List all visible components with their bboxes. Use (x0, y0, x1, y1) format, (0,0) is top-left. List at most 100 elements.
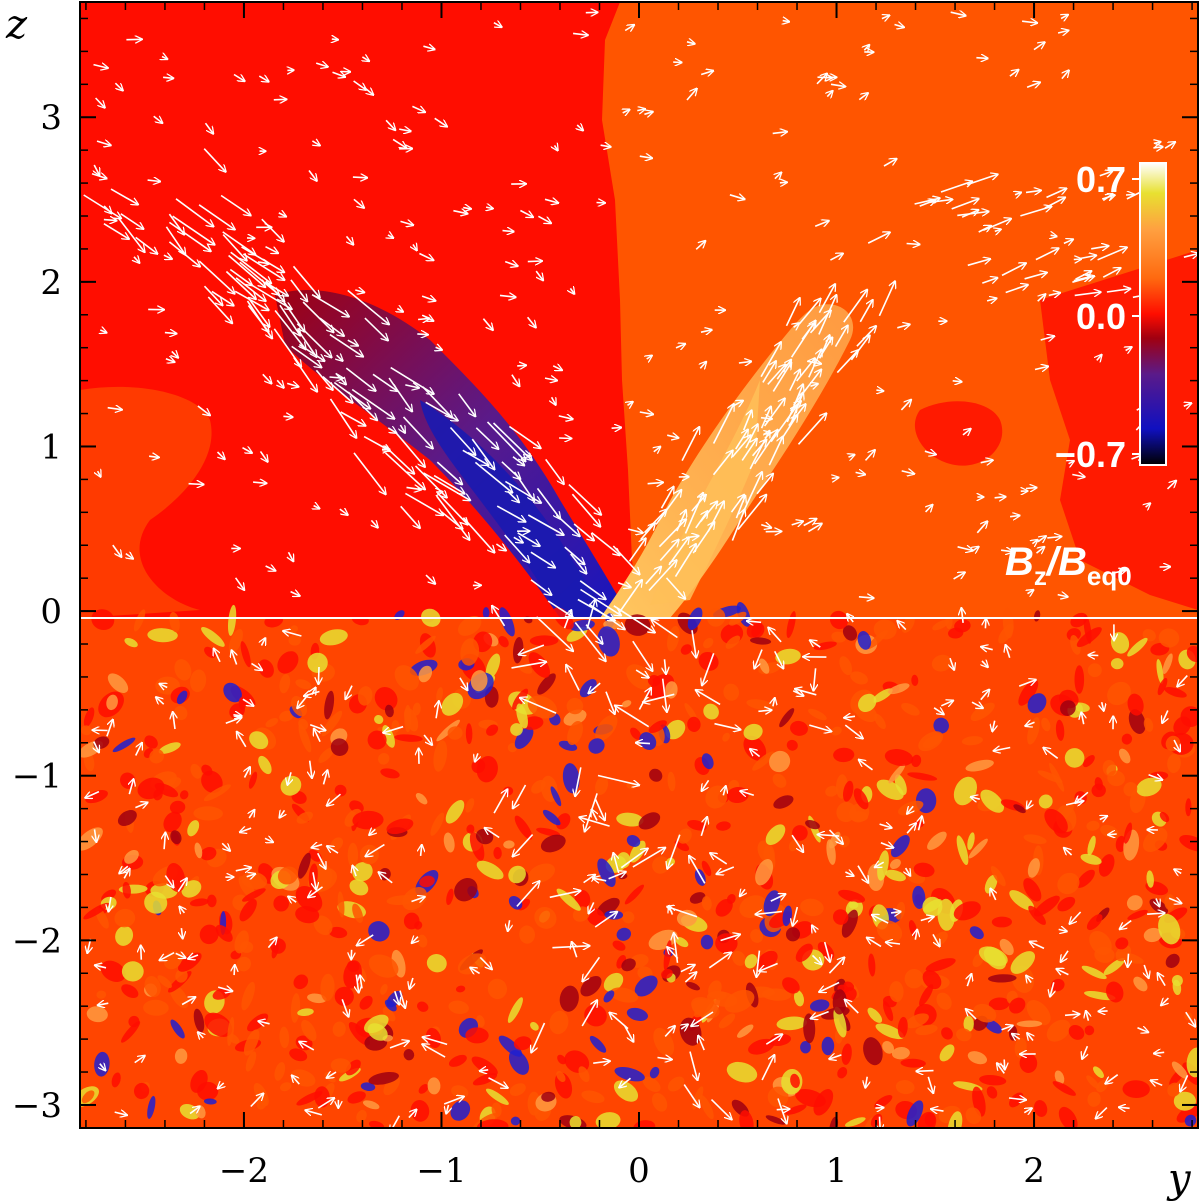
field-patch (736, 1024, 754, 1038)
field-patch (121, 984, 139, 998)
velocity-arrow (453, 211, 467, 214)
velocity-arrow (617, 580, 642, 615)
field-patch (1076, 627, 1102, 648)
field-patch (569, 1116, 582, 1128)
velocity-arrow (608, 872, 626, 880)
velocity-arrow (329, 333, 363, 357)
velocity-arrow (103, 220, 117, 221)
velocity-arrow (1158, 973, 1166, 987)
field-patch (352, 903, 364, 923)
field-patch (904, 969, 924, 989)
field-patch (197, 1081, 219, 1101)
velocity-arrow (619, 1077, 632, 1087)
velocity-arrow (261, 218, 284, 242)
field-patch (844, 1117, 866, 1127)
velocity-arrow (1058, 929, 1067, 931)
field-patch (906, 1100, 924, 1127)
field-patch (133, 1082, 150, 1100)
field-patch (297, 1008, 314, 1017)
velocity-arrow (95, 965, 107, 968)
velocity-arrow (233, 715, 241, 716)
velocity-arrow (392, 138, 406, 148)
velocity-arrow (106, 720, 113, 737)
velocity-arrow (952, 381, 962, 382)
field-patch (117, 809, 137, 827)
field-patch (201, 626, 225, 647)
field-patch (290, 625, 298, 633)
velocity-arrow (1168, 898, 1182, 903)
field-patch (776, 1016, 808, 1031)
velocity-arrow (413, 244, 417, 250)
velocity-arrow (667, 435, 678, 438)
field-patch (701, 753, 714, 770)
field-patch (849, 811, 868, 822)
field-patch (1016, 1020, 1043, 1028)
velocity-arrow (624, 25, 634, 31)
velocity-arrow (544, 199, 558, 203)
velocity-arrow (345, 367, 376, 391)
field-patch (359, 995, 373, 1010)
field-patch (445, 800, 465, 824)
field-patch (829, 610, 849, 630)
field-patch (143, 999, 169, 1016)
velocity-arrow (675, 344, 685, 348)
velocity-arrow (1091, 246, 1108, 249)
field-patch (743, 723, 763, 741)
velocity-arrow (235, 868, 252, 871)
velocity-arrow (573, 523, 594, 541)
field-patch (680, 644, 692, 655)
velocity-arrow (731, 509, 744, 541)
velocity-arrow (493, 23, 502, 28)
field-patch (661, 968, 673, 979)
velocity-arrow (794, 323, 800, 327)
field-patch (907, 772, 938, 781)
velocity-arrow (981, 647, 993, 650)
field-patch (330, 738, 349, 757)
velocity-arrow (347, 235, 354, 244)
field-patch (351, 613, 369, 626)
velocity-arrow (353, 452, 386, 494)
field-patch (433, 740, 448, 772)
velocity-arrow (668, 537, 689, 566)
velocity-arrow (674, 544, 697, 578)
velocity-arrow (986, 298, 997, 301)
field-patch (1054, 1070, 1065, 1085)
field-patch (1127, 637, 1148, 657)
field-patch (900, 1058, 926, 1068)
velocity-arrow (807, 524, 822, 533)
velocity-arrow (279, 213, 286, 217)
velocity-arrow (1064, 848, 1073, 855)
velocity-arrow (433, 474, 465, 494)
field-patch (378, 752, 390, 765)
velocity-arrow (355, 290, 364, 292)
field-patch (624, 614, 651, 636)
velocity-arrow (588, 682, 601, 693)
velocity-arrow (700, 501, 718, 523)
velocity-arrow (982, 278, 997, 283)
velocity-arrow (258, 1021, 270, 1024)
field-patch (1064, 748, 1085, 768)
velocity-arrow (504, 262, 518, 267)
velocity-arrow (790, 320, 816, 358)
velocity-arrow (163, 255, 172, 259)
velocity-arrow (737, 495, 766, 531)
field-patch (922, 735, 942, 749)
velocity-arrow (780, 182, 787, 183)
velocity-arrow (645, 567, 661, 585)
velocity-arrow (530, 551, 555, 568)
velocity-arrow (637, 109, 645, 111)
field-patch (1082, 755, 1095, 768)
field-patch (980, 789, 1005, 813)
field-patch (415, 793, 428, 805)
field-patch (752, 751, 775, 771)
field-patch (234, 930, 249, 954)
field-patch (380, 768, 400, 779)
velocity-arrow (134, 257, 140, 263)
field-patch (595, 714, 618, 741)
velocity-arrow (702, 653, 715, 685)
field-patch (394, 665, 419, 691)
velocity-arrow (519, 644, 545, 655)
velocity-arrow (362, 57, 369, 61)
field-patch (841, 909, 858, 938)
field-patch (337, 891, 345, 918)
